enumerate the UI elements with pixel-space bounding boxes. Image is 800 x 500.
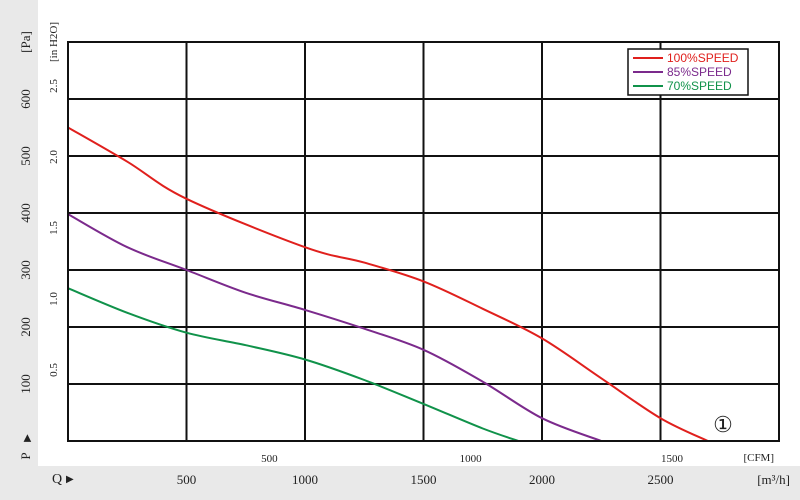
bottom-axis-band	[0, 466, 800, 500]
x-axis-q-symbol: Q	[52, 472, 62, 487]
y-tick-inh2o-1: 1.0	[48, 292, 60, 306]
x-tick-cfm-2: 1500	[661, 453, 684, 465]
x-tick-cfm-1: 1000	[460, 453, 483, 465]
y-tick-pa-0: 100	[18, 374, 33, 394]
y-tick-pa-4: 500	[18, 146, 33, 166]
left-axis-band	[0, 0, 38, 500]
legend-label-2: 70%SPEED	[667, 79, 732, 93]
y-tick-pa-3: 400	[18, 203, 33, 223]
y-axis-p-arrow: ▶	[22, 434, 33, 442]
x-tick-m3h-3: 2000	[529, 472, 555, 487]
x-ticks-cfm: 500 1000 1500	[261, 453, 683, 465]
y-tick-inh2o-0: 0.5	[48, 363, 60, 377]
x-axis-cfm-label: [CFM]	[743, 452, 774, 464]
y-tick-pa-2: 300	[18, 260, 33, 280]
x-tick-m3h-0: 500	[177, 472, 197, 487]
y-axis-pa-label: [Pa]	[18, 31, 33, 53]
y-ticks-pa: 100 200 300 400 500 600	[18, 89, 33, 394]
x-tick-m3h-2: 1500	[411, 472, 437, 487]
y-axis-p-symbol: P	[18, 452, 33, 459]
y-ticks-inh2o: 0.5 1.0 1.5 2.0 2.5	[48, 79, 60, 377]
x-axis-q-arrow: ▶	[66, 474, 74, 485]
y-tick-inh2o-2: 1.5	[48, 221, 60, 235]
y-tick-pa-5: 600	[18, 89, 33, 109]
plot-border	[67, 41, 780, 442]
x-axis-m3h-label: [m³/h]	[757, 472, 790, 487]
y-tick-pa-1: 200	[18, 317, 33, 337]
curve-100-pct-speed	[67, 126, 709, 442]
curve-70-pct-speed	[67, 287, 519, 442]
y-tick-inh2o-4: 2.5	[48, 79, 60, 93]
x-tick-m3h-1: 1000	[292, 472, 318, 487]
y-tick-inh2o-3: 2.0	[48, 150, 60, 164]
curve-85-pct-speed	[67, 213, 602, 442]
legend-label-0: 100%SPEED	[667, 51, 739, 65]
x-ticks-m3h: 500 1000 1500 2000 2500	[177, 472, 674, 487]
curve-marker-label: ①	[713, 412, 733, 437]
x-tick-cfm-0: 500	[261, 453, 278, 465]
curves	[67, 126, 709, 442]
legend-label-1: 85%SPEED	[667, 65, 732, 79]
y-axis-inh2o-label: [in H2O]	[48, 22, 60, 62]
x-tick-m3h-4: 2500	[648, 472, 674, 487]
